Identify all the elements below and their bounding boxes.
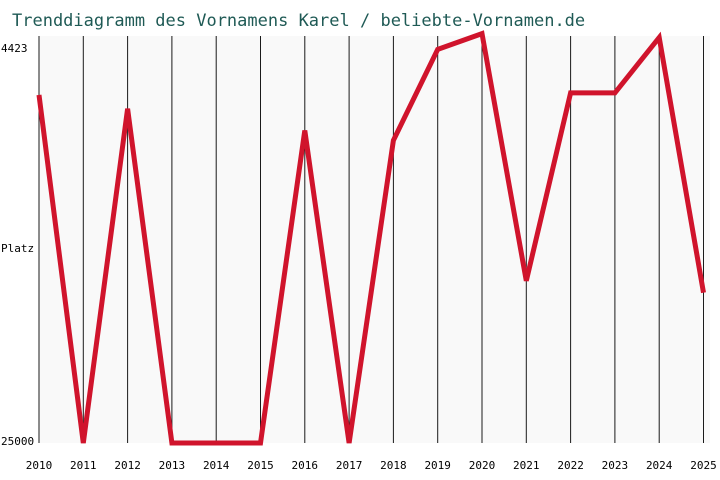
x-tick-label-2010: 2010 [26,459,53,472]
y-axis-labels: 4423 Platz 25000 [1,42,34,448]
y-tick-label-top: 4423 [1,42,28,55]
x-tick-label-2023: 2023 [602,459,629,472]
x-tick-label-2016: 2016 [292,459,319,472]
x-tick-label-2014: 2014 [203,459,230,472]
x-tick-label-2013: 2013 [159,459,186,472]
x-tick-label-2024: 2024 [646,459,673,472]
x-tick-label-2012: 2012 [114,459,141,472]
x-tick-label-2025: 2025 [690,459,717,472]
series-layer [36,30,706,446]
series-line-0 [36,30,706,446]
x-tick-label-2011: 2011 [70,459,97,472]
x-tick-label-2020: 2020 [469,459,496,472]
y-axis-label: Platz [1,242,34,255]
y-tick-label-bottom: 25000 [1,435,34,448]
x-tick-label-2015: 2015 [247,459,274,472]
x-tick-label-2022: 2022 [557,459,584,472]
x-tick-label-2021: 2021 [513,459,540,472]
plot-area [39,36,710,443]
x-tick-label-2018: 2018 [380,459,407,472]
x-axis-labels: 2010 2011 2012 2013 2014 2015 2016 2017 2018 2019… [26,459,717,472]
chart-title: Trenddiagramm des Vornamens Karel / beli… [12,11,585,31]
grid-lines [38,36,704,443]
x-tick-label-2017: 2017 [336,459,363,472]
x-tick-label-2019: 2019 [424,459,451,472]
